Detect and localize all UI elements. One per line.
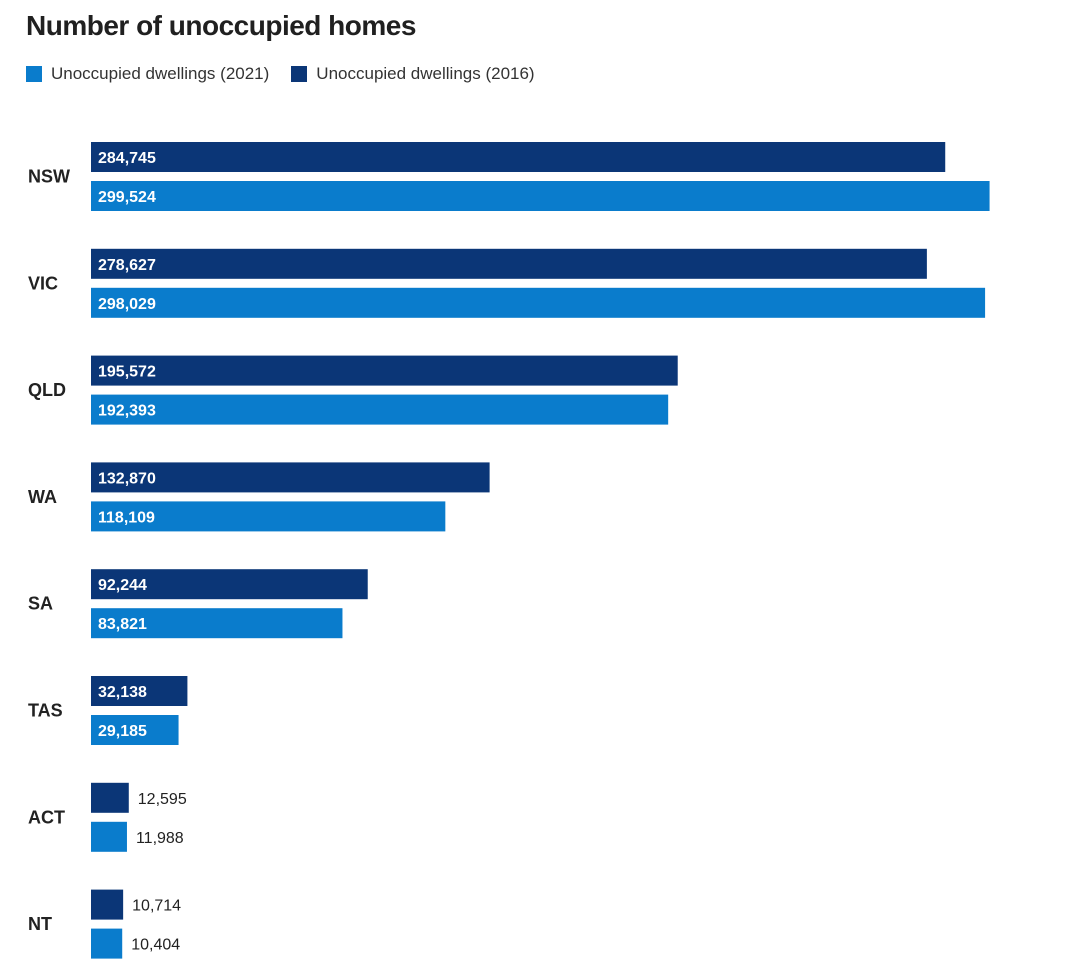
bar-nsw-2021 (91, 181, 990, 211)
bar-act-2021 (91, 821, 127, 852)
bar-tas-2021 (91, 715, 179, 745)
legend-item-2021: Unoccupied dwellings (2021) (26, 64, 269, 84)
value-label-sa-2021: 83,821 (98, 616, 147, 633)
category-label-tas: TAS (28, 701, 63, 721)
value-label-nsw-2016: 284,745 (98, 150, 156, 167)
value-label-vic-2021: 298,029 (98, 296, 156, 313)
chart-title: Number of unoccupied homes (26, 10, 416, 41)
category-label-sa: SA (28, 594, 53, 614)
chart-legend: Unoccupied dwellings (2021) Unoccupied d… (26, 64, 557, 84)
bar-wa-2021 (91, 501, 446, 532)
value-label-nt-2021: 10,404 (131, 937, 180, 954)
bar-sa-2021 (91, 608, 343, 639)
value-label-act-2016: 12,595 (138, 791, 187, 808)
category-label-vic: VIC (28, 273, 58, 293)
value-label-wa-2021: 118,109 (98, 509, 155, 526)
value-label-sa-2016: 92,244 (98, 577, 147, 594)
value-label-tas-2016: 32,138 (98, 684, 147, 701)
legend-item-2016: Unoccupied dwellings (2016) (291, 64, 535, 84)
bar-wa-2016 (91, 462, 490, 493)
value-label-act-2021: 11,988 (136, 830, 184, 847)
bar-nt-2016 (91, 889, 124, 920)
bar-act-2016 (91, 782, 129, 813)
category-label-act: ACT (28, 807, 65, 827)
value-label-qld-2021: 192,393 (98, 403, 156, 420)
category-label-wa: WA (28, 487, 57, 507)
category-label-nsw: NSW (28, 167, 70, 187)
bar-qld-2016 (91, 355, 678, 386)
value-label-wa-2016: 132,870 (98, 470, 156, 487)
bar-nsw-2016 (91, 142, 946, 172)
bar-vic-2021 (91, 287, 986, 318)
value-label-tas-2021: 29,185 (98, 723, 147, 740)
legend-swatch-2021 (26, 66, 42, 82)
value-label-vic-2016: 278,627 (98, 257, 156, 274)
bar-tas-2016 (91, 676, 188, 706)
legend-label-2021: Unoccupied dwellings (2021) (51, 64, 270, 83)
legend-label-2016: Unoccupied dwellings (2016) (316, 64, 535, 83)
bar-sa-2016 (91, 569, 368, 600)
bar-vic-2016 (91, 248, 927, 279)
value-label-nt-2016: 10,714 (132, 898, 181, 915)
value-label-nsw-2021: 299,524 (98, 189, 156, 206)
bar-nt-2021 (91, 928, 123, 959)
category-label-nt: NT (28, 914, 52, 934)
category-label-qld: QLD (28, 380, 66, 400)
legend-swatch-2016 (291, 66, 308, 82)
bar-qld-2021 (91, 394, 669, 425)
value-label-qld-2016: 195,572 (98, 364, 156, 381)
